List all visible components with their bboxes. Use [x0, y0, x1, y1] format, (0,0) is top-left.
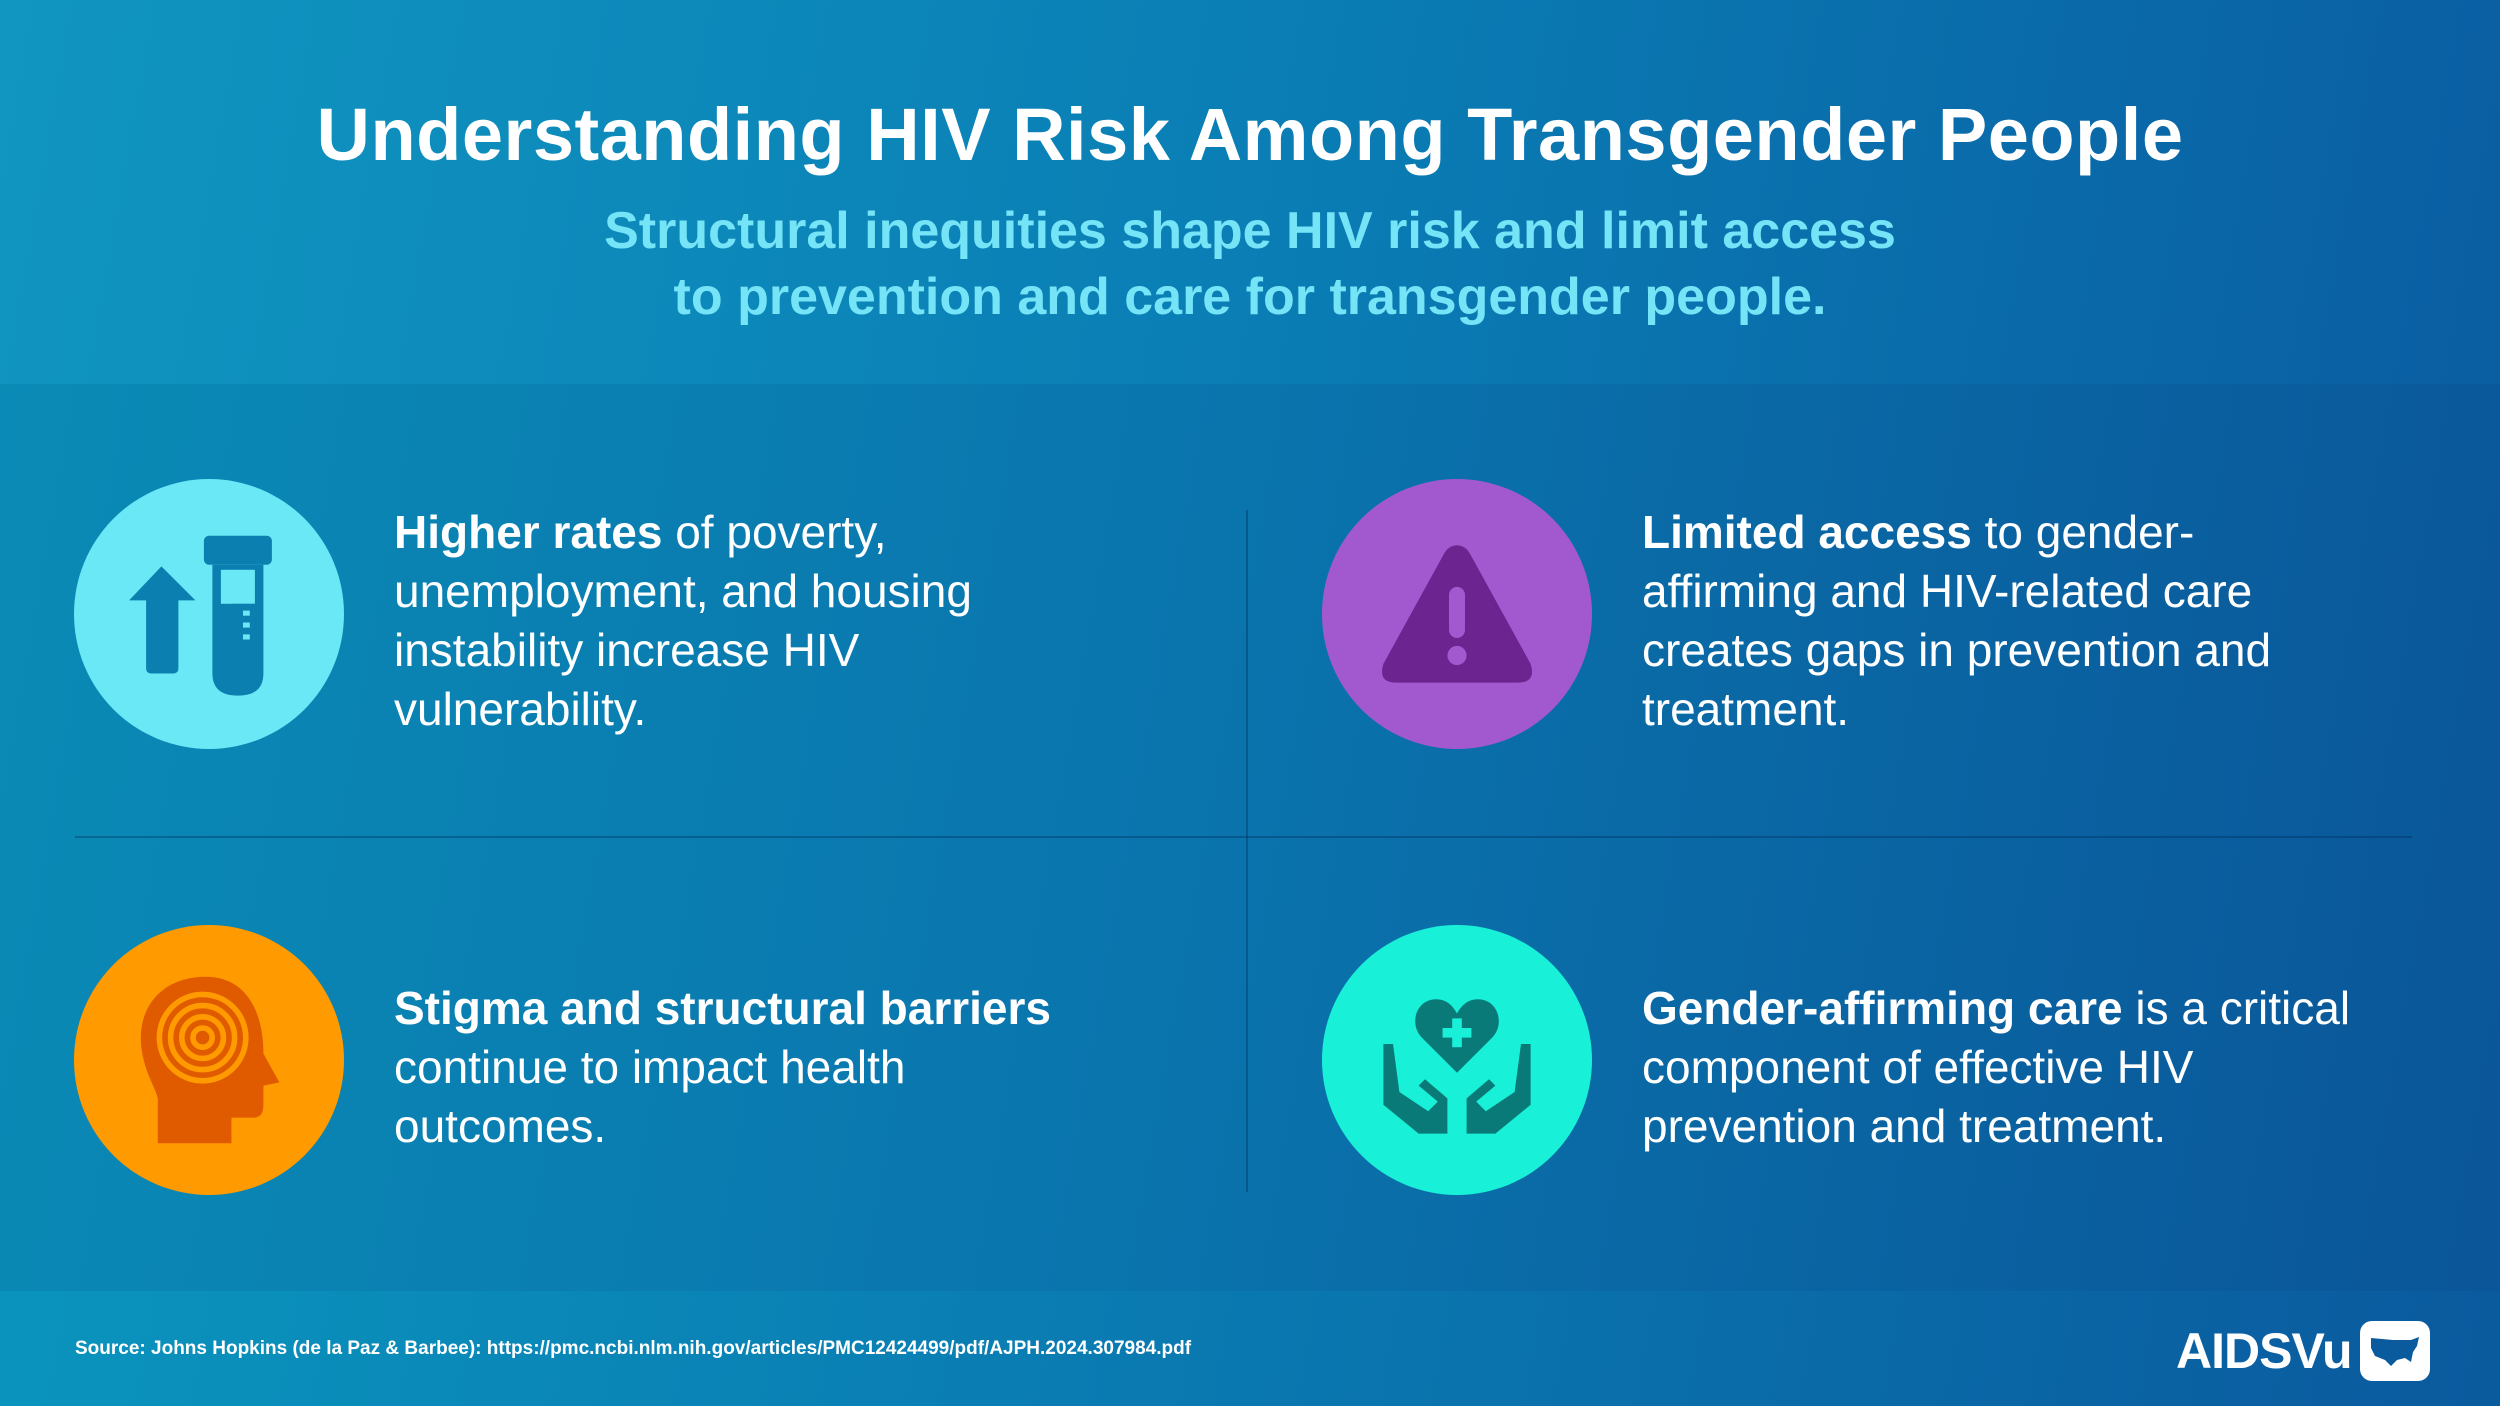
card-stigma: Stigma and structural barriers continue …	[394, 979, 1114, 1156]
aidsvu-logo: AIDSVu	[2176, 1321, 2430, 1381]
card-bold: Limited access	[1642, 506, 1972, 558]
card-bold: Gender-affirming care	[1642, 982, 2123, 1034]
subtitle-line: to prevention and care for transgender p…	[673, 268, 1827, 326]
warning-icon	[1322, 479, 1592, 749]
card-text: of poverty, unemployment, and housing in…	[394, 506, 972, 735]
card-text: to gender-affirming and HIV-related care…	[1642, 506, 2272, 735]
hands-heart-icon	[1322, 925, 1592, 1195]
horizontal-divider	[75, 836, 2412, 838]
arrow-up-test-tube-icon	[74, 479, 344, 749]
logo-text: AIDSVu	[2176, 1323, 2352, 1379]
card-bold: Stigma and structural barriers	[394, 982, 1051, 1034]
head-spiral-icon	[74, 925, 344, 1195]
subtitle-line: Structural inequities shape HIV risk and…	[604, 202, 1896, 260]
card-text: is a critical component of effective HIV…	[1642, 982, 2351, 1152]
vertical-divider	[1246, 510, 1248, 1192]
page-subtitle: Structural inequities shape HIV risk and…	[0, 198, 2500, 330]
header: Understanding HIV Risk Among Transgender…	[0, 0, 2500, 384]
card-higher-rates: Higher rates of poverty, unemployment, a…	[394, 503, 1114, 739]
card-bold: Higher rates	[394, 506, 663, 558]
footer: Source: Johns Hopkins (de la Paz & Barbe…	[0, 1291, 2500, 1406]
page-title: Understanding HIV Risk Among Transgender…	[316, 93, 2184, 176]
card-limited-access: Limited access to gender-affirming and H…	[1642, 503, 2362, 739]
card-gender-affirming-care: Gender-affirming care is a critical comp…	[1642, 979, 2362, 1156]
us-map-icon	[2359, 1321, 2430, 1381]
source-citation: Source: Johns Hopkins (de la Paz & Barbe…	[75, 1338, 1192, 1359]
card-text: continue to impact health outcomes.	[394, 1041, 906, 1152]
